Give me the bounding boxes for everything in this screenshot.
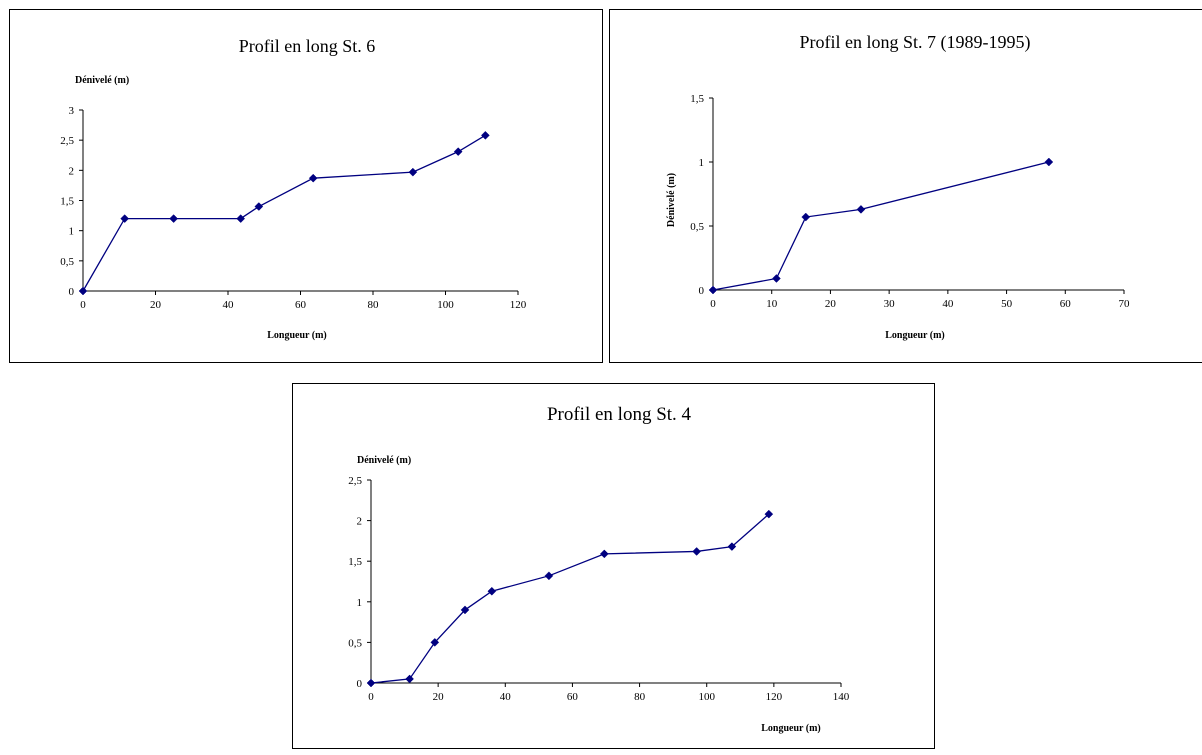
data-point	[856, 205, 866, 214]
x-tick-label: 100	[698, 691, 715, 703]
x-tick-label: 20	[825, 298, 837, 310]
data-point	[254, 202, 264, 211]
data-point	[599, 549, 609, 559]
data-point	[405, 674, 414, 684]
x-tick-label: 50	[1001, 298, 1013, 310]
y-tick-label: 2,5	[348, 475, 362, 487]
series-line-st4	[370, 513, 770, 684]
data-point	[308, 173, 318, 183]
x-tick-label: 140	[833, 691, 850, 703]
x-tick-label: 60	[567, 691, 579, 703]
x-tick-label: 40	[500, 691, 512, 703]
chart-st4: Profil en long St. 4 0 0,5 1 1,5 2 2,5 0 20 40 60 8…	[348, 404, 850, 734]
x-tick-label: 0	[710, 298, 716, 310]
y-axis-label-st4: Dénivelé (m)	[357, 455, 411, 466]
data-point	[801, 212, 811, 222]
y-tick-label: 3	[69, 105, 75, 117]
data-point	[692, 547, 701, 556]
chart-title-st6: Profil en long St. 6	[239, 36, 376, 56]
y-tick-label: 1	[357, 597, 363, 609]
y-tick-label: 0,5	[348, 637, 362, 649]
x-tick-label: 10	[766, 298, 778, 310]
data-point	[169, 214, 178, 223]
y-tick-label: 2,5	[60, 135, 74, 147]
data-point	[430, 638, 440, 647]
data-point	[708, 285, 718, 295]
x-tick-label: 30	[884, 298, 896, 310]
y-tick-label: 0	[69, 286, 75, 298]
data-point	[481, 130, 490, 140]
data-point	[487, 586, 497, 596]
chart-title-st7: Profil en long St. 7 (1989-1995)	[800, 32, 1031, 53]
x-tick-label: 60	[295, 299, 307, 311]
x-tick-label: 100	[437, 299, 454, 311]
y-tick-label: 0,5	[60, 256, 74, 268]
data-point	[120, 214, 130, 223]
data-point	[727, 542, 737, 551]
data-point	[453, 147, 463, 156]
y-tick-label: 0	[699, 285, 705, 297]
data-point	[408, 167, 418, 177]
y-tick-label: 0	[357, 678, 363, 690]
x-axis-label-st7: Longueur (m)	[885, 330, 945, 341]
y-tick-label: 2	[357, 516, 363, 528]
chart-st6: Profil en long St. 6 0 0,5 1 1,5 2 2,5 3 0 20 40 60…	[60, 36, 527, 341]
y-tick-label: 1,5	[348, 556, 362, 568]
x-tick-label: 80	[368, 299, 380, 311]
chart-panel-st6: Profil en long St. 6 0 0,5 1 1,5 2 2,5 3 0 20 40 60…	[9, 9, 603, 363]
series-line-st6	[82, 134, 486, 292]
data-point	[772, 274, 781, 283]
data-point	[78, 286, 88, 296]
y-axis-label-st7: Dénivelé (m)	[666, 173, 677, 227]
x-tick-label: 70	[1119, 298, 1131, 310]
y-axis-label-st6: Dénivelé (m)	[75, 75, 129, 86]
chart-title-st4: Profil en long St. 4	[547, 404, 692, 425]
x-tick-label: 80	[634, 691, 646, 703]
data-point	[544, 571, 554, 581]
chart-panel-st4: Profil en long St. 4 0 0,5 1 1,5 2 2,5 0 20 40 60 8…	[292, 383, 935, 749]
data-point	[1044, 157, 1054, 167]
x-tick-label: 20	[150, 299, 162, 311]
y-tick-label: 1,5	[690, 93, 704, 105]
y-tick-label: 1	[699, 157, 705, 169]
x-tick-label: 20	[433, 691, 445, 703]
data-point	[236, 214, 246, 223]
x-tick-label: 0	[80, 299, 86, 311]
y-tick-label: 1,5	[60, 196, 74, 208]
x-tick-label: 40	[942, 298, 954, 310]
y-tick-label: 1	[69, 226, 75, 238]
data-point	[460, 605, 470, 615]
x-tick-label: 40	[223, 299, 235, 311]
x-axis-label-st4: Longueur (m)	[761, 723, 821, 734]
x-axis-label-st6: Longueur (m)	[267, 330, 327, 341]
x-tick-label: 0	[368, 691, 374, 703]
chart-panel-st7: Profil en long St. 7 (1989-1995) 0 0,5 1 1,5…	[609, 9, 1202, 363]
x-tick-label: 120	[766, 691, 783, 703]
chart-st7: Profil en long St. 7 (1989-1995) 0 0,5 1 1,5…	[666, 32, 1131, 341]
x-tick-label: 60	[1060, 298, 1072, 310]
y-tick-label: 2	[69, 165, 75, 177]
data-point	[366, 678, 376, 688]
x-tick-label: 120	[510, 299, 527, 311]
series-line-st7	[712, 161, 1050, 291]
data-point	[764, 509, 774, 519]
y-tick-label: 0,5	[690, 221, 704, 233]
